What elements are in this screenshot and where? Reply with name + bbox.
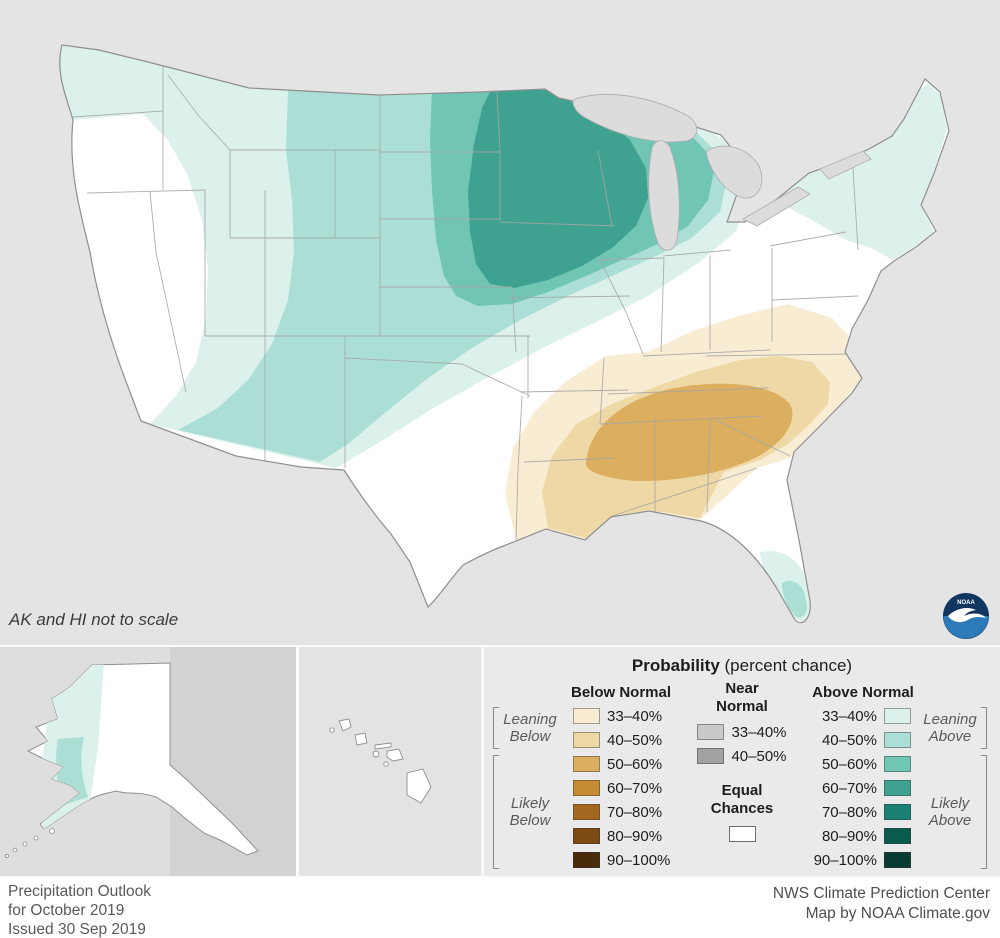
above-normal-header: Above Normal [812,683,914,701]
near-normal-header: Near Normal [716,680,768,715]
conus-map-svg [59,44,950,624]
legend-row: 80–90% [569,824,673,848]
lake-huron [705,145,763,199]
svg-text:NOAA: NOAA [957,600,975,606]
legend-row: 90–100% [569,848,673,872]
above-swatch [884,756,911,772]
footer-credits: NWS Climate Prediction Center Map by NOA… [773,884,990,924]
below-swatch [573,732,600,748]
footer-product-info: Precipitation Outlook for October 2019 I… [8,882,151,938]
below-swatch [573,804,600,820]
above-swatch [884,828,911,844]
legend-row: 33–40% [811,704,915,728]
credit-source: NWS Climate Prediction Center [772,885,990,902]
below-normal-column: Below Normal 33–40% 40–50% 50–60% 60–70%… [569,680,673,872]
likely-above-bracket [981,755,987,869]
legend-row: 50–60% [569,752,673,776]
bottom-strip: Probability (percent chance) Leaning Bel… [0,645,1000,878]
probability-shading [59,45,947,622]
equal-chances-label: Equal Chances [710,782,774,817]
leaning-below-label: Leaning Below [503,710,557,745]
likely-below-bracket [493,755,499,869]
lake-erie [742,186,811,227]
near-swatch [697,748,725,764]
product-title: Precipitation Outlook [8,883,152,900]
legend-row: 40–50% [569,728,673,752]
hawaii-inset [299,647,481,876]
legend-row: 70–80% [569,800,673,824]
conus-outline [59,44,950,624]
leaning-above-bracket [981,707,987,749]
legend-row: 60–70% [811,776,915,800]
below-side-labels: Leaning Below Likely Below [493,704,565,872]
legend-row: 70–80% [811,800,915,824]
leaning-below-bracket [493,707,499,749]
noaa-seagull-icon [948,608,986,623]
above-swatch [884,708,911,724]
lake-superior [572,93,698,143]
near-normal-column: Near Normal 33–40% 40–50% Equal Chances [687,680,797,842]
below-swatch [573,852,600,868]
scale-note: AK and HI not to scale [9,610,179,629]
above-swatch [884,852,911,868]
likely-below-label: Likely Below [509,794,551,829]
below-normal-header: Below Normal [570,683,672,701]
issue-date: Issued 30 Sep 2019 [8,921,146,938]
legend-row: 40–50% [697,744,787,768]
leaning-above-label: Leaning Above [923,710,977,745]
equal-chances-swatch [728,826,756,842]
likely-above-label: Likely Above [928,794,972,829]
lake-michigan [648,140,680,251]
probability-legend: Probability (percent chance) Leaning Bel… [484,647,1000,876]
state-borders [72,46,859,541]
product-period: for October 2019 [8,902,125,920]
below-swatch [573,756,600,772]
legend-row: 80–90% [811,824,915,848]
legend-row: 50–60% [811,752,915,776]
below-swatch [573,828,600,844]
alaska-inset [0,647,296,876]
footer: Precipitation Outlook for October 2019 I… [0,878,1000,938]
legend-title: Probability (percent chance) [631,656,853,675]
above-swatch [884,780,911,796]
below-swatch [573,780,600,796]
lake-ontario [819,150,872,180]
above-side-labels: Leaning Above Likely Above [919,704,991,872]
above-swatch [884,804,911,820]
aleutian-islands [5,828,55,858]
credit-map: Map by NOAA Climate.gov [805,905,990,923]
legend-row: 60–70% [569,776,673,800]
conus-map: AK and HI not to scale NOAA [9,44,989,639]
legend-row: 33–40% [569,704,673,728]
below-swatch [573,708,600,724]
noaa-logo: NOAA [943,593,989,639]
legend-row: 40–50% [811,728,915,752]
near-swatch [697,724,725,740]
above-normal-column: Above Normal 33–40% 40–50% 50–60% 60–70%… [811,680,915,872]
above-swatch [884,732,911,748]
legend-row: 33–40% [697,720,787,744]
legend-row: 90–100% [811,848,915,872]
hawaiian-islands [329,718,432,804]
great-lakes [572,93,872,251]
